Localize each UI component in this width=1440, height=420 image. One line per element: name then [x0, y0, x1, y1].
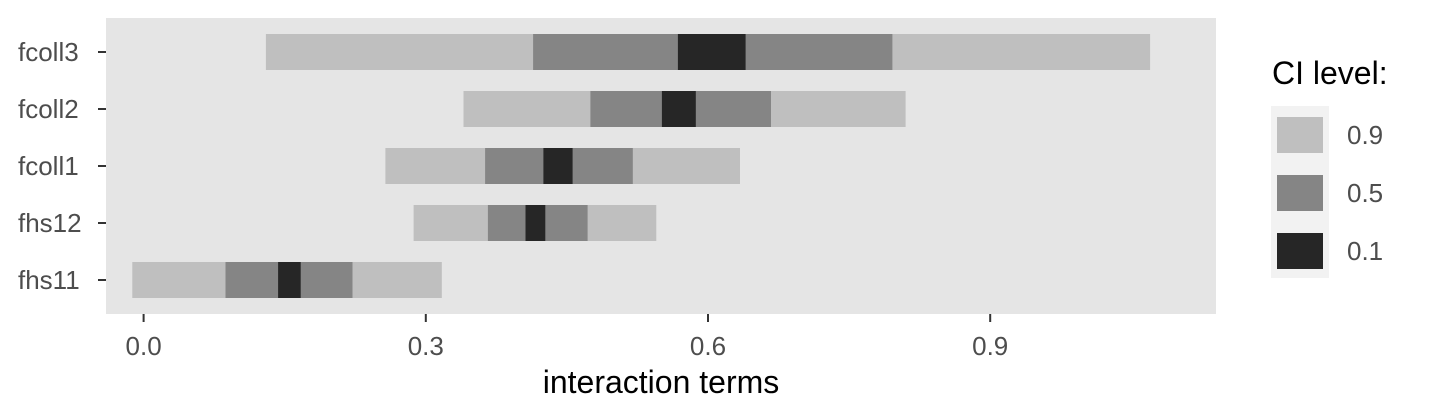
x-tick-label: 0.3 — [408, 331, 444, 361]
interval-bar-fhs12-ci-0.1 — [525, 205, 546, 241]
legend-label-0.5: 0.5 — [1347, 178, 1383, 208]
legend-key-0.1 — [1277, 233, 1323, 269]
legend: CI level: 0.9 0.5 0.1 — [1271, 55, 1388, 278]
category-label-fhs11: fhs11 — [18, 265, 80, 295]
legend-key-0.9 — [1277, 117, 1323, 153]
x-axis: 0.0 0.3 0.6 0.9 — [126, 314, 1008, 361]
category-label-fhs12: fhs12 — [18, 208, 82, 238]
legend-key-0.5 — [1277, 175, 1323, 211]
interval-bar-fcoll3-ci-0.1 — [677, 34, 746, 70]
category-label-fcoll2: fcoll2 — [18, 94, 79, 124]
interval-bars — [132, 34, 1151, 298]
category-label-fcoll1: fcoll1 — [18, 151, 79, 181]
interval-bar-fcoll1-ci-0.1 — [543, 148, 573, 184]
x-tick-label: 0.9 — [972, 331, 1008, 361]
x-axis-title: interaction terms — [543, 364, 780, 400]
interval-bar-fhs11-ci-0.1 — [278, 262, 301, 298]
interval-bar-fcoll2-ci-0.1 — [661, 91, 696, 127]
category-label-fcoll3: fcoll3 — [18, 37, 79, 67]
x-tick-label: 0.0 — [126, 331, 162, 361]
legend-label-0.1: 0.1 — [1347, 236, 1383, 266]
x-tick-label: 0.6 — [690, 331, 726, 361]
y-axis: fcoll3 fcoll2 fcoll1 fhs12 fhs11 — [18, 37, 106, 295]
legend-label-0.9: 0.9 — [1347, 120, 1383, 150]
legend-title: CI level: — [1272, 55, 1388, 91]
